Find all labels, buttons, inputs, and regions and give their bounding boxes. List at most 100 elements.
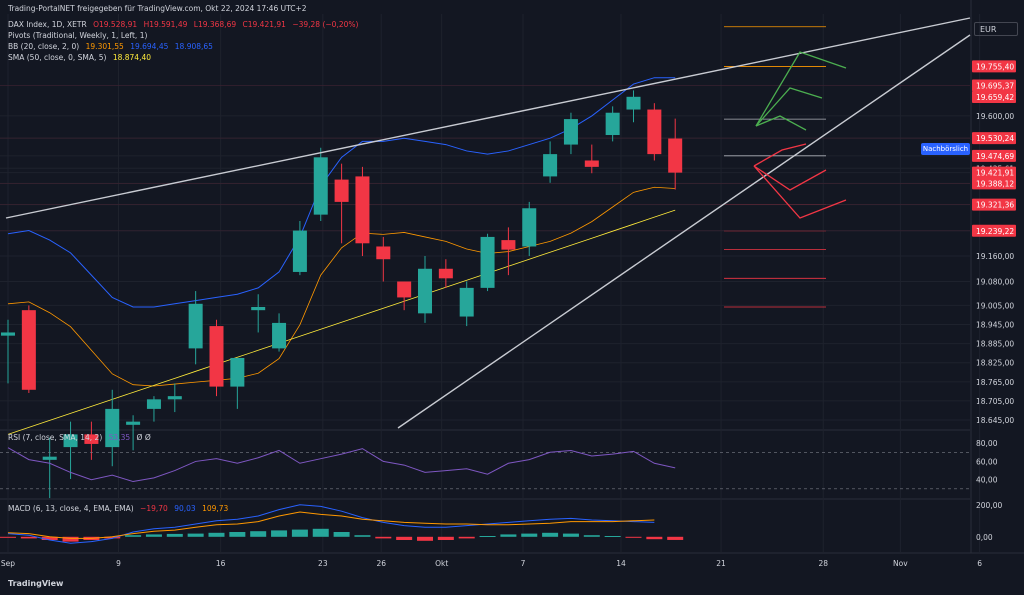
candle-body bbox=[230, 357, 245, 387]
rsi-value: 53,35 bbox=[108, 433, 131, 442]
x-tick-label: Nov bbox=[893, 559, 908, 568]
candle-body bbox=[418, 268, 432, 314]
x-tick-label: Sep bbox=[1, 559, 15, 568]
candle-body bbox=[251, 306, 266, 311]
candle-body bbox=[480, 236, 495, 288]
macd-histogram-bar bbox=[166, 533, 183, 537]
price-label: 19.659,42 bbox=[976, 93, 1014, 102]
macd-histogram-bar bbox=[375, 536, 392, 539]
bb-lower-value: 18.908,65 bbox=[174, 42, 213, 51]
candle-body bbox=[292, 230, 307, 272]
red-arrow bbox=[753, 165, 827, 191]
y-tick-label: 18.825,00 bbox=[976, 359, 1014, 368]
macd-histogram-bar bbox=[62, 536, 79, 542]
candle-body bbox=[188, 303, 203, 349]
y-tick-label: 19.160,00 bbox=[976, 252, 1014, 261]
legend-bb[interactable]: BB (20, close, 2, 0) 19.301,55 19.694,45… bbox=[8, 42, 217, 52]
green-arrow bbox=[755, 51, 847, 127]
watermark: Trading-PortalNET freigegeben für Tradin… bbox=[8, 4, 307, 13]
currency-button[interactable]: EUR bbox=[974, 22, 1018, 36]
candle-body bbox=[272, 322, 287, 349]
price-label-bg bbox=[972, 177, 1016, 190]
price-label-bg bbox=[972, 60, 1016, 73]
candle-body bbox=[42, 456, 57, 460]
macd-histogram-bar bbox=[104, 536, 121, 539]
upper-wedge-line bbox=[5, 17, 971, 219]
x-tick-label: 28 bbox=[818, 559, 828, 568]
bb-basis-value: 19.301,55 bbox=[85, 42, 124, 51]
candle-body bbox=[543, 154, 558, 177]
macd-histogram-bar bbox=[479, 536, 496, 537]
macd-signal-value: 109,73 bbox=[202, 504, 229, 513]
macd-histogram-bar bbox=[312, 528, 329, 537]
legend-macd[interactable]: MACD (6, 13, close, 4, EMA, EMA) −19,70 … bbox=[8, 504, 232, 514]
x-tick-label: 23 bbox=[318, 559, 328, 568]
rsi-tick-label: 60,00 bbox=[976, 457, 998, 466]
green-arrow bbox=[755, 115, 807, 131]
y-tick-label: 18.945,00 bbox=[976, 321, 1014, 330]
price-label-bg bbox=[972, 90, 1016, 103]
candle-body bbox=[522, 208, 537, 247]
macd-histogram-bar bbox=[646, 536, 663, 540]
bb-upper-value: 19.694,45 bbox=[130, 42, 169, 51]
macd-histogram-bar bbox=[396, 536, 413, 540]
price-label: 19.755,40 bbox=[976, 62, 1014, 71]
price-label: 19.239,22 bbox=[976, 227, 1014, 236]
macd-histogram-bar bbox=[145, 534, 162, 537]
y-tick-label: 19.005,00 bbox=[976, 301, 1014, 310]
y-tick-label: 18.705,00 bbox=[976, 397, 1014, 406]
legend-pivots[interactable]: Pivots (Traditional, Weekly, 1, Left, 1) bbox=[8, 31, 151, 41]
rsi-label: RSI (7, close, SMA, 14, 2) bbox=[8, 433, 103, 442]
open-value: O19.528,91 bbox=[93, 20, 138, 29]
bb-basis-line bbox=[7, 186, 676, 387]
candle-body bbox=[334, 179, 349, 202]
candle-body bbox=[126, 421, 141, 425]
y-tick-label: 18.765,00 bbox=[976, 378, 1014, 387]
x-tick-label: 16 bbox=[216, 559, 226, 568]
legend-main: DAX Index, 1D, XETR O19.528,91 H19.591,4… bbox=[8, 20, 362, 30]
macd-histogram-bar bbox=[187, 533, 204, 537]
red-arrow bbox=[753, 143, 807, 167]
macd-histogram-bar bbox=[125, 535, 142, 537]
macd-histogram-bar bbox=[417, 536, 433, 541]
y-tick-label: 19.080,00 bbox=[976, 278, 1014, 287]
macd-histogram-bar bbox=[667, 536, 684, 540]
macd-histogram-bar bbox=[437, 536, 454, 540]
candle-body bbox=[21, 310, 36, 390]
symbol-label: DAX Index, 1D, XETR bbox=[8, 20, 87, 29]
price-label-bg bbox=[972, 166, 1016, 179]
macd-tick-label: 200,00 bbox=[976, 501, 1002, 510]
macd-hist-value: −19,70 bbox=[140, 504, 168, 513]
macd-histogram-bar bbox=[208, 532, 225, 537]
candle-body bbox=[84, 434, 99, 444]
macd-histogram-bar bbox=[250, 531, 267, 537]
macd-histogram-bar bbox=[521, 533, 538, 537]
candle-body bbox=[459, 287, 474, 317]
candle-body bbox=[1, 332, 15, 336]
macd-line-value: 90,03 bbox=[174, 504, 196, 513]
x-tick-label: 21 bbox=[716, 559, 726, 568]
tradingview-logo: TradingView bbox=[8, 579, 64, 588]
macd-histogram-bar bbox=[562, 533, 579, 537]
x-tick-label: 9 bbox=[116, 559, 121, 568]
legend-rsi[interactable]: RSI (7, close, SMA, 14, 2) 53,35 Ø Ø bbox=[8, 433, 155, 443]
legend-sma[interactable]: SMA (50, close, 0, SMA, 5) 18.874,40 bbox=[8, 53, 155, 63]
y-tick-label: 19.600,00 bbox=[976, 112, 1014, 121]
price-label: 19.388,12 bbox=[976, 179, 1014, 188]
price-label: 19.421,91 bbox=[976, 169, 1014, 178]
candle-body bbox=[584, 160, 599, 167]
macd-label: MACD (6, 13, close, 4, EMA, EMA) bbox=[8, 504, 134, 513]
macd-signal-line bbox=[7, 511, 655, 539]
price-label-bg bbox=[972, 79, 1016, 92]
candle-body bbox=[376, 246, 391, 260]
pivots-label: Pivots (Traditional, Weekly, 1, Left, 1) bbox=[8, 31, 148, 40]
macd-tick-label: 0,00 bbox=[976, 533, 993, 542]
high-value: H19.591,49 bbox=[143, 20, 188, 29]
sma-label: SMA (50, close, 0, SMA, 5) bbox=[8, 53, 107, 62]
candle-body bbox=[563, 119, 578, 145]
sma-value: 18.874,40 bbox=[112, 53, 151, 62]
macd-histogram-bar bbox=[333, 532, 350, 537]
candle-body bbox=[438, 268, 453, 279]
price-label-bg bbox=[972, 224, 1016, 237]
